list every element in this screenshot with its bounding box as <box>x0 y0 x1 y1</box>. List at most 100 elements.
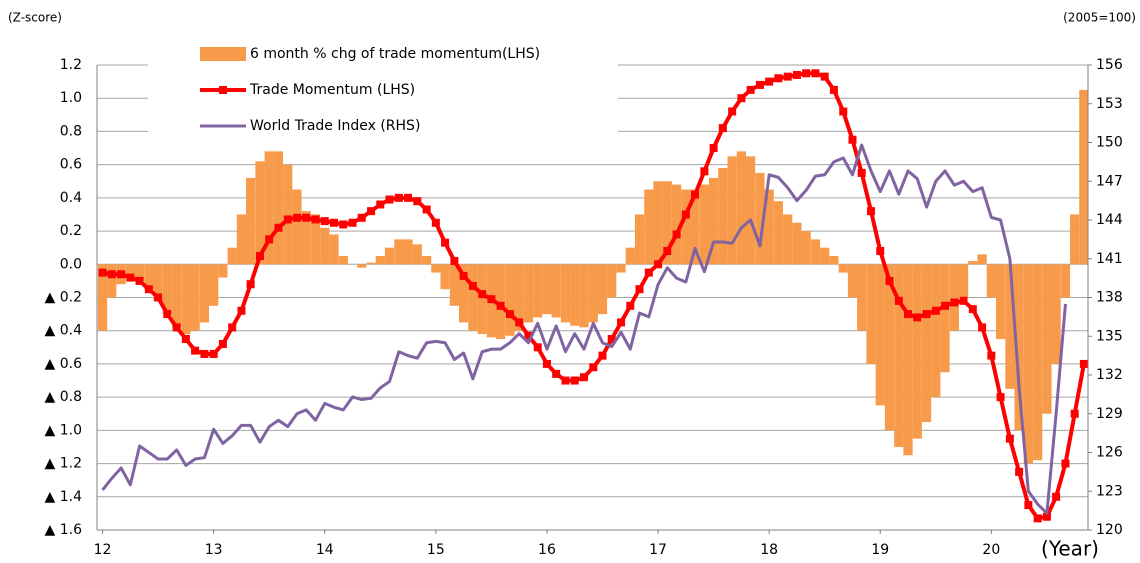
legend-label: Trade Momentum (LHS) <box>249 82 415 98</box>
bar <box>144 264 154 290</box>
bar <box>773 201 783 265</box>
x-tick-label: 19 <box>871 542 889 558</box>
legend-marker <box>219 86 227 94</box>
marker <box>783 72 792 81</box>
marker <box>246 280 255 289</box>
marker <box>718 124 727 133</box>
bar <box>218 264 228 278</box>
bar <box>986 264 996 298</box>
bar <box>560 264 571 323</box>
marker <box>283 215 292 224</box>
marker <box>941 301 950 310</box>
bar <box>940 264 950 373</box>
marker <box>542 359 551 368</box>
y-tick-label: ▲ 0.6 <box>45 356 83 372</box>
lines <box>98 69 1088 523</box>
bar <box>449 264 460 306</box>
y-tick-label: ▲ 0.8 <box>45 389 82 405</box>
marker <box>811 69 820 78</box>
marker <box>894 296 903 305</box>
legend: 6 month % chg of trade momentum(LHS) Trad… <box>148 38 618 146</box>
marker <box>1015 467 1024 476</box>
bar <box>1023 264 1033 464</box>
bar <box>384 247 395 265</box>
marker <box>496 301 505 310</box>
bar <box>755 172 765 265</box>
y2-tick-label: 144 <box>1096 212 1123 228</box>
marker <box>367 207 376 216</box>
marker <box>320 217 329 226</box>
bar <box>912 264 922 439</box>
bar <box>764 189 774 265</box>
bar <box>246 177 256 265</box>
marker <box>302 213 311 222</box>
marker <box>515 318 524 327</box>
marker <box>978 323 987 332</box>
marker <box>607 335 616 344</box>
marker <box>255 251 264 260</box>
bar <box>162 264 172 315</box>
bar <box>597 264 608 315</box>
x-tick-label: 17 <box>649 542 667 558</box>
marker <box>431 218 440 227</box>
marker <box>126 273 135 282</box>
bar <box>97 264 108 331</box>
bar <box>653 181 663 265</box>
x-tick-label: 15 <box>427 542 445 558</box>
y2-tick-label: 126 <box>1096 445 1123 461</box>
marker <box>154 293 163 302</box>
y-tick-label: ▲ 0.2 <box>45 290 82 306</box>
y-axis-label: (Z-score) <box>8 11 62 25</box>
bar <box>283 164 293 265</box>
marker <box>422 205 431 214</box>
marker <box>885 276 894 285</box>
marker <box>209 349 218 358</box>
marker <box>589 363 598 372</box>
bar <box>671 184 682 265</box>
marker <box>737 94 746 103</box>
marker <box>839 107 848 116</box>
marker <box>1079 359 1088 368</box>
marker <box>922 310 931 319</box>
bar <box>375 255 385 265</box>
bar <box>477 264 487 335</box>
y-tick-label: 1.2 <box>60 57 82 73</box>
bar <box>894 264 904 447</box>
y2-tick-label: 147 <box>1096 173 1123 189</box>
marker <box>570 376 579 385</box>
bar <box>273 151 284 265</box>
marker <box>450 256 459 265</box>
marker <box>404 193 413 202</box>
y-tick-label: ▲ 1.6 <box>45 522 83 538</box>
bar <box>995 264 1006 340</box>
bar <box>931 264 941 398</box>
marker <box>135 276 144 285</box>
marker <box>950 298 959 307</box>
bar <box>190 264 200 331</box>
marker <box>228 323 237 332</box>
marker <box>1033 514 1042 523</box>
legend-label: World Trade Index (RHS) <box>250 118 420 134</box>
marker <box>200 349 209 358</box>
bar <box>1033 264 1043 461</box>
bar <box>718 167 728 265</box>
bar <box>209 264 219 306</box>
marker <box>959 296 968 305</box>
marker <box>357 213 366 222</box>
marker <box>848 135 857 144</box>
y-tick-label: 1.0 <box>60 90 82 106</box>
y-tick-label: 0.8 <box>60 123 82 139</box>
y-tick-label: 0.2 <box>60 223 82 239</box>
bar <box>968 260 978 265</box>
x-tick-label: 12 <box>94 542 112 558</box>
marker <box>348 218 357 227</box>
marker <box>598 351 607 360</box>
x-tick-label: 16 <box>538 542 556 558</box>
marker <box>746 85 755 94</box>
bar <box>172 264 182 328</box>
bar <box>579 264 589 328</box>
bar <box>1079 89 1089 265</box>
marker <box>904 310 913 319</box>
bar <box>616 264 626 273</box>
